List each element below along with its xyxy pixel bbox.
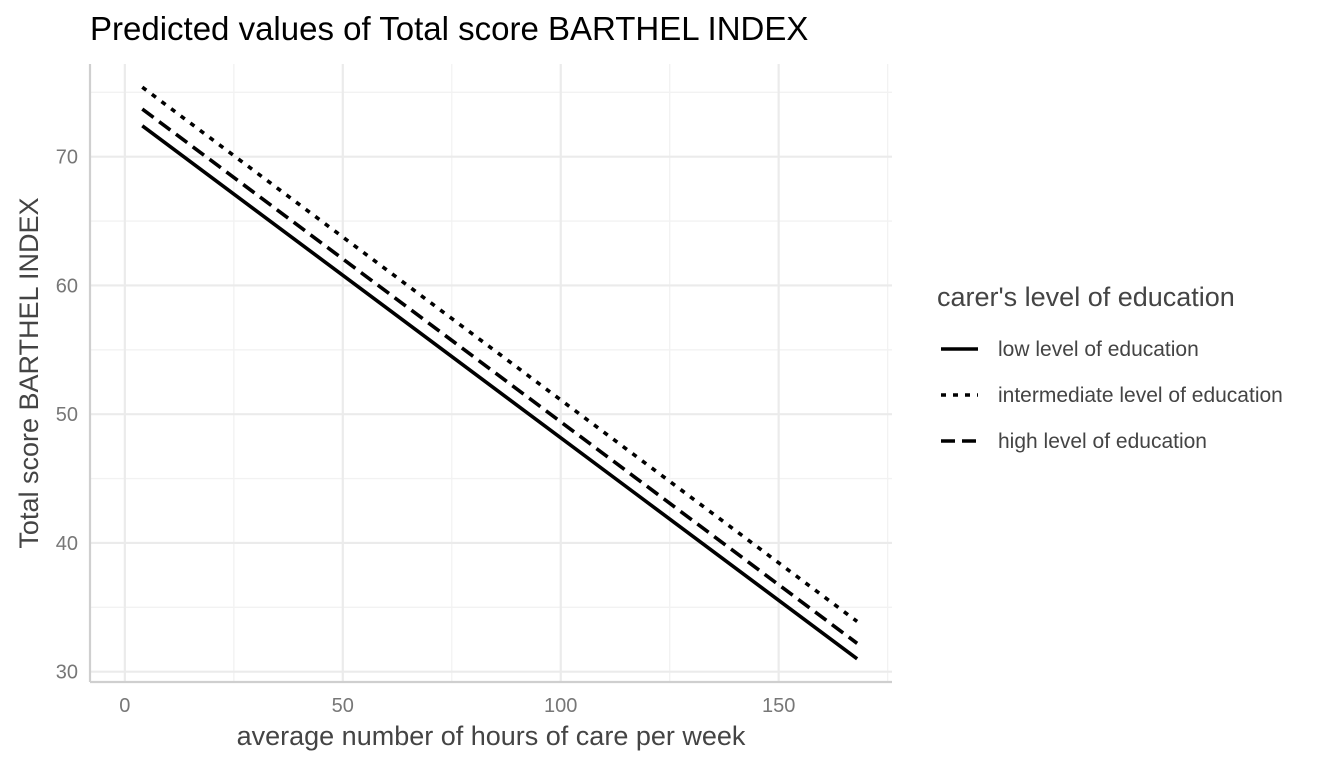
legend-label: high level of education	[998, 430, 1207, 453]
legend-label: intermediate level of education	[998, 384, 1283, 407]
x-tick-label: 150	[762, 695, 795, 717]
legend-label: low level of education	[998, 338, 1199, 361]
x-tick-labels: 0 50 100 150	[119, 695, 795, 717]
y-tick-labels: 30 40 50 60 70	[56, 147, 78, 684]
y-tick-label: 70	[56, 147, 78, 169]
y-tick-label: 50	[56, 404, 78, 426]
minor-gridlines	[90, 64, 892, 682]
x-tick-label: 100	[544, 695, 577, 717]
series-lines	[141, 85, 859, 661]
series-line-dashed	[141, 107, 859, 645]
y-tick-label: 30	[56, 662, 78, 684]
chart-title: Predicted values of Total score BARTHEL …	[90, 10, 808, 47]
x-axis-title: average number of hours of care per week	[237, 721, 746, 751]
x-tick-label: 0	[119, 695, 130, 717]
series-line-solid	[141, 124, 859, 661]
x-tick-label: 50	[332, 695, 354, 717]
y-tick-label: 40	[56, 533, 78, 555]
y-tick-label: 60	[56, 275, 78, 297]
series-line-dotted	[141, 85, 859, 623]
legend: low level of education intermediate level…	[941, 338, 1283, 453]
major-gridlines	[90, 64, 892, 682]
legend-title: carer's level of education	[937, 282, 1235, 312]
y-axis-title: Total score BARTHEL INDEX	[14, 197, 44, 548]
